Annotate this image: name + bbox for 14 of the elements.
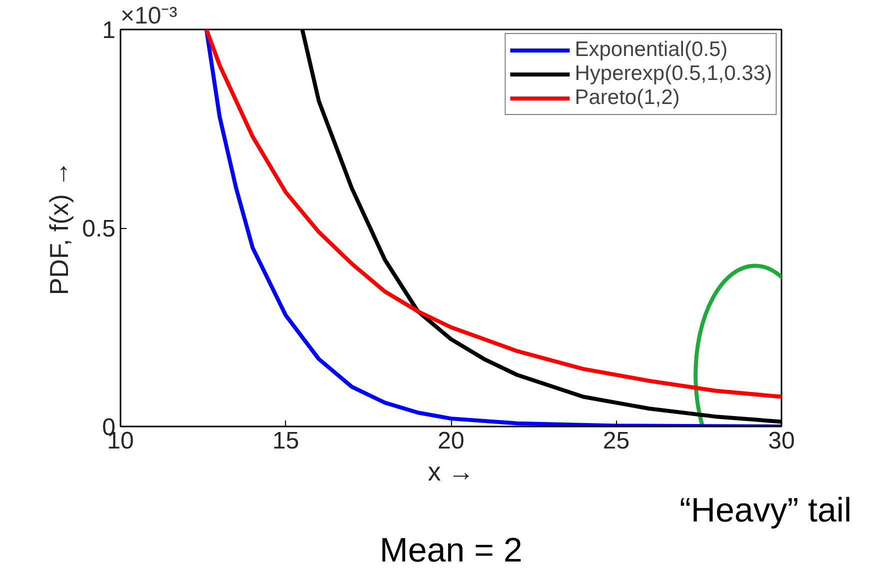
- y-tick-label: 1: [102, 17, 116, 44]
- x-tick-label: 25: [602, 428, 630, 454]
- y-axis-title: PDF, f(x) →: [44, 160, 74, 296]
- x-tick-label: 15: [272, 428, 300, 454]
- text: “Heavy” tail: [680, 492, 852, 530]
- legend-label: Hyperexp(0.5,1,0.33): [574, 62, 772, 86]
- text: Mean = 2: [380, 532, 522, 569]
- x-tick-label: 30: [768, 428, 795, 454]
- y-tick-label: 0.5: [82, 216, 116, 242]
- text: ×10⁻³: [120, 2, 178, 30]
- x-tick-label: 20: [438, 428, 464, 454]
- x-axis-title: x →: [428, 456, 474, 486]
- legend-label: Exponential(0.5): [574, 38, 728, 62]
- legend-label: Pareto(1,2): [574, 86, 680, 110]
